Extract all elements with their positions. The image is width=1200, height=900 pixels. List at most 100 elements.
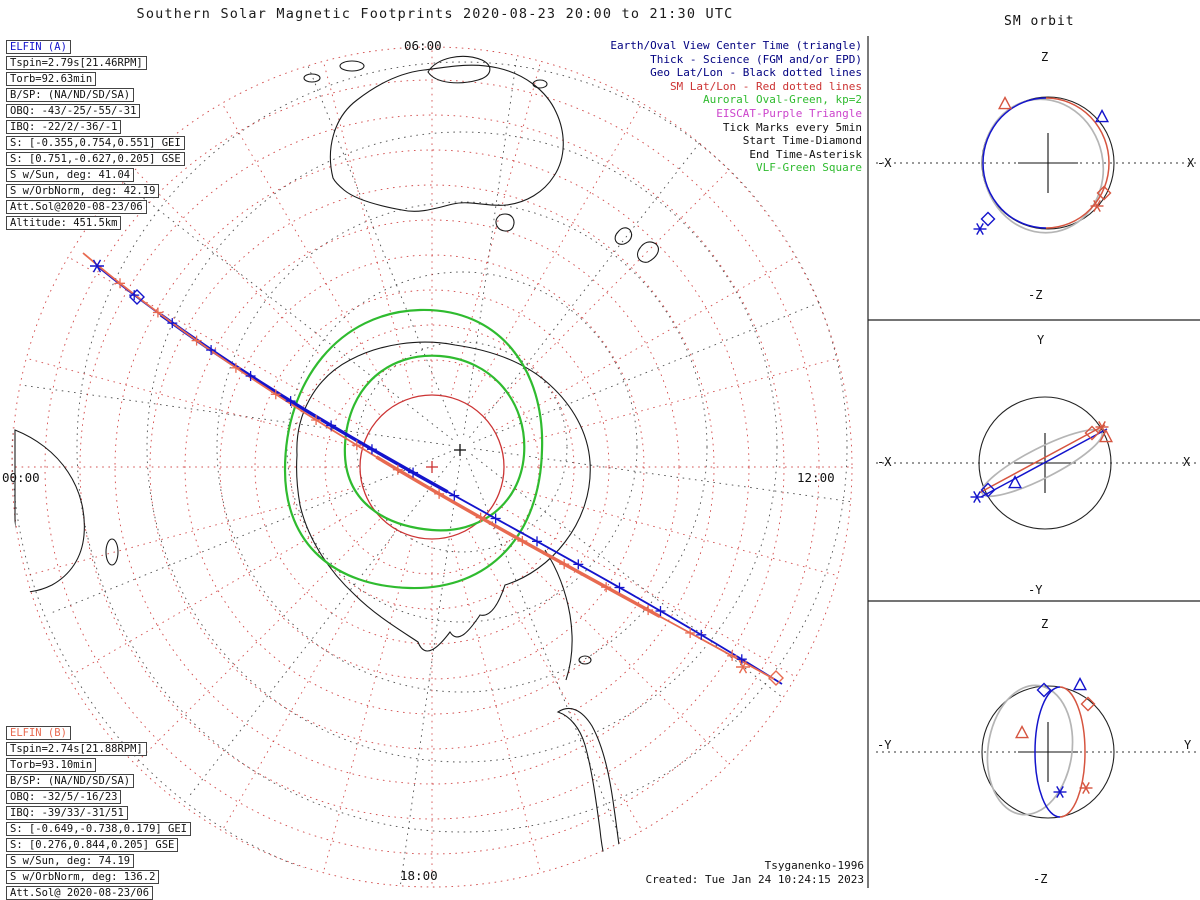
coast-australia [329,64,564,212]
legend-line-1: Thick - Science (FGM and/or EPD) [650,52,862,66]
coast-antarctic-peninsula [544,549,573,681]
elfin-a-line-1: Torb=92.63min [6,72,97,86]
created-credit: Created: Tue Jan 24 10:24:15 2023 [645,873,864,886]
elfin-a-start-diamond [129,289,145,305]
elfin-b-line-1: Torb=93.10min [6,758,97,772]
elfin-a-line-4: IBQ: -22/2/-36/-1 [6,120,122,134]
elfin-a-start-diamond [1036,682,1052,698]
legend-line-9: VLF-Green Square [756,161,862,175]
track-tick [449,490,460,501]
elfin-a-end-asterisk [1053,785,1067,799]
elfin-b-end-asterisk [1095,420,1109,434]
track-tick [475,512,486,523]
track-tick [326,420,337,431]
track-tick [366,444,377,455]
track-tick [230,362,241,373]
track-tick [351,440,362,451]
elfin-a-center-triangle [1094,109,1110,123]
sm-orbit-title: SM orbit [1004,14,1075,29]
elfin-b-end-asterisk [736,660,750,674]
coast-island [303,73,321,83]
coast-south-america [556,708,627,883]
track-tick [614,582,625,593]
elfin-b-science-segment [81,251,775,681]
track-tick [191,335,202,346]
elfin-b-start-diamond [768,670,784,686]
elfin-b-title: ELFIN (B) [6,726,71,740]
elfin-b-line-3: OBQ: -32/5/-16/23 [6,790,122,804]
track-tick [206,345,217,356]
p3-axis-top: Z [1041,617,1049,631]
coast-antarctica [296,341,591,652]
legend-line-7: Start Time-Diamond [742,134,862,148]
track-tick [129,290,140,301]
track-tick [490,513,501,524]
elfin-b-line-5: S: [-0.649,-0.738,0.179] GEI [6,822,192,836]
legend-line-2: Geo Lat/Lon - Black dotted lines [650,66,862,80]
track-tick [311,415,322,426]
p1-axis-right: X [1187,156,1195,170]
polar-map [11,46,853,888]
elfin-b-start-diamond [1096,185,1112,201]
elfin-a-line-10: Altitude: 451.5km [6,216,122,230]
elfin-b-line-4: IBQ: -39/33/-31/51 [6,806,128,820]
elfin-b-line-8: S w/OrbNorm, deg: 136.2 [6,870,160,884]
elfin-a-info-panel: ELFIN (A) Tspin=2.79s[21.46RPM] Torb=92.6… [6,40,185,230]
coastlines [14,55,659,883]
track-tick [655,606,666,617]
elfin-b-center-triangle [997,96,1013,110]
track-tick [517,536,528,547]
track-tick [573,559,584,570]
elfin-a-start-diamond [980,211,996,227]
p3-axis-bottom: -Z [1033,872,1048,886]
auroral-oval-green [283,308,544,590]
track-tick [392,464,403,475]
elfin-a-track [96,265,783,685]
elfin-b-end-asterisk [1090,199,1104,213]
legend-line-5: EISCAT-Purple Triangle [716,106,862,120]
elfin-a-end-asterisk [90,259,104,273]
elfin-a-end-asterisk [973,222,987,236]
elfin-b-start-diamond [1080,696,1096,712]
track-tick [408,467,419,478]
track-tick [601,582,612,593]
track-tick [115,278,126,289]
mlt-label-0600: 06:00 [404,38,442,53]
coast-africa [14,429,85,593]
legend-line-3: SM Lat/Lon - Red dotted lines [669,79,862,93]
sm-inner-circle [359,394,505,540]
elfin-a-line-2: B/SP: (NA/ND/SD/SA) [6,88,135,102]
coast-tasmania [495,213,515,232]
track-tick [736,654,747,665]
p2-axis-bottom: -Y [1028,583,1043,597]
p2-axis-top: Y [1037,333,1045,347]
p2-axis-right: X [1183,455,1191,469]
elfin-b-center-triangle [1098,429,1114,443]
track-start-end-markers [90,259,784,686]
sm-orbit-panel-xy [876,396,1196,530]
elfin-a-line-8: S w/OrbNorm, deg: 42.19 [6,184,160,198]
mlt-label-1800: 18:00 [400,868,438,883]
elfin-a-title: ELFIN (A) [6,40,71,54]
track-tick [532,536,543,547]
sm-orbit-panel-borders [867,36,1200,888]
elfin-a-line-6: S: [0.751,-0.627,0.205] GSE [6,152,185,166]
elfin-a-line-5: S: [-0.355,0.754,0.551] GEI [6,136,185,150]
coast-new-guinea [427,55,491,84]
geographic-grid-dotted [11,46,853,888]
track-tick [152,307,163,318]
orbit-markers [970,96,1114,799]
sm-grid-dotted [11,46,853,888]
elfin-b-start-diamond [1084,425,1100,441]
footprint-tracks [81,251,783,686]
legend-line-0: Earth/Oval View Center Time (triangle) [610,39,862,52]
coast-island [339,60,365,72]
coast-nz-south [637,241,659,263]
mlt-label-1200: 12:00 [797,470,835,485]
elfin-b-line-6: S: [0.276,0.844,0.205] GSE [6,838,179,852]
legend-line-6: Tick Marks every 5min [722,120,862,134]
mlt-label-0000: 00:00 [2,470,40,485]
elfin-a-line-7: S w/Sun, deg: 41.04 [6,168,135,182]
elfin-a-line-0: Tspin=2.79s[21.46RPM] [6,56,147,70]
